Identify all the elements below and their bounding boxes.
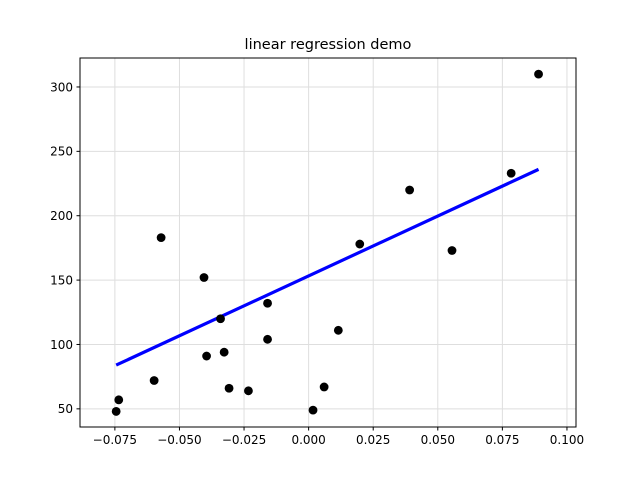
- scatter-point: [405, 185, 415, 195]
- scatter-point: [114, 395, 124, 405]
- y-tick-label: 300: [50, 80, 73, 94]
- scatter-point: [447, 246, 457, 255]
- scatter-point: [333, 325, 343, 335]
- y-tick-label: 150: [50, 273, 73, 287]
- scatter-point: [534, 69, 543, 79]
- grid-layer: [80, 58, 576, 427]
- scatter-point: [111, 407, 121, 416]
- x-tick-label: −0.025: [222, 433, 266, 447]
- scatter-point: [506, 168, 516, 178]
- scatter-point: [216, 314, 225, 324]
- y-tick-label: 100: [50, 338, 73, 352]
- scatter-point: [263, 298, 272, 308]
- y-tick-label: 50: [58, 402, 73, 416]
- scatter-point: [308, 405, 318, 415]
- scatter-point: [263, 334, 272, 344]
- y-tick-label: 200: [50, 209, 73, 223]
- scatter-point-layer: [111, 69, 543, 416]
- scatter-point: [199, 273, 209, 282]
- x-tick-label: 0.000: [291, 433, 325, 447]
- plot-frame: [79, 57, 577, 428]
- scatter-point: [319, 382, 329, 392]
- y-tick-label: 250: [50, 145, 73, 159]
- chart-title: linear regression demo: [245, 37, 412, 53]
- tick-layer: −0.075 −0.050 −0.025 0.000 0.025 0.050 0.075 0.…: [50, 80, 584, 447]
- x-tick-label: −0.050: [157, 433, 201, 447]
- scatter-point: [224, 383, 234, 393]
- regression-line: [115, 167, 540, 367]
- x-tick-label: −0.075: [93, 433, 137, 447]
- scatter-point: [156, 233, 166, 243]
- x-tick-label: 0.100: [550, 433, 584, 447]
- regression-line-layer: [115, 167, 540, 367]
- x-tick-label: 0.050: [421, 433, 455, 447]
- scatter-point: [219, 347, 229, 357]
- scatter-point: [149, 376, 159, 385]
- scatter-point: [355, 239, 365, 249]
- scatter-point: [244, 386, 253, 396]
- x-tick-label: 0.025: [356, 433, 390, 447]
- scatter-point: [202, 351, 211, 361]
- x-tick-label: 0.075: [485, 433, 519, 447]
